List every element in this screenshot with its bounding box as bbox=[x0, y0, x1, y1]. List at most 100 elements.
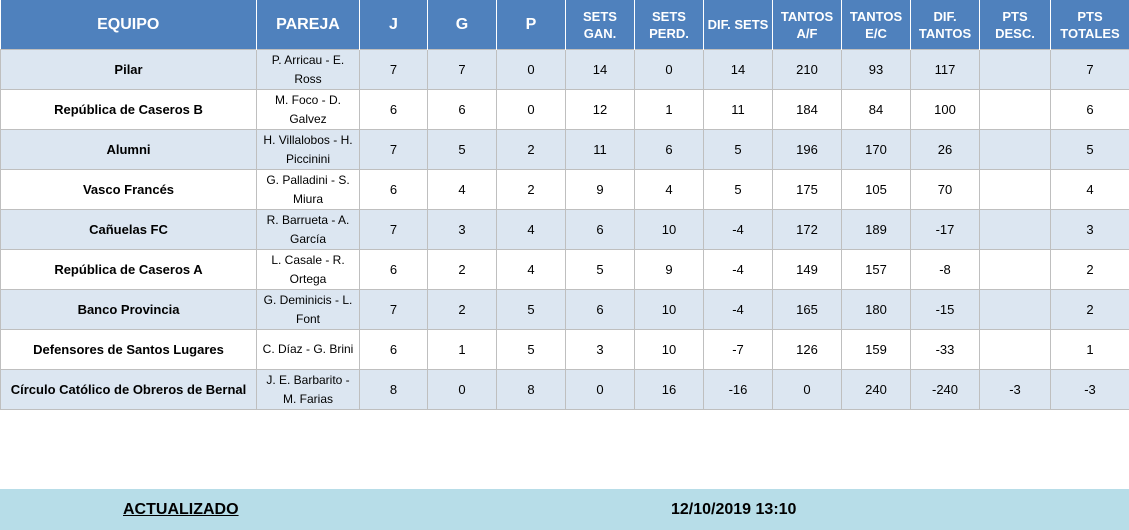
cell-j: 7 bbox=[359, 129, 428, 170]
cell-g: 7 bbox=[427, 49, 497, 90]
cell-pts-desc bbox=[979, 249, 1051, 290]
cell-dif-tantos: -15 bbox=[910, 289, 980, 330]
cell-sets-gan: 6 bbox=[565, 209, 635, 250]
cell-p: 2 bbox=[496, 129, 566, 170]
cell-g: 5 bbox=[427, 129, 497, 170]
cell-g: 0 bbox=[427, 369, 497, 410]
cell-j: 6 bbox=[359, 329, 428, 370]
team-name: Vasco Francés bbox=[0, 169, 257, 210]
table-row: Alumni H. Villalobos - H. Piccinini 7 5 … bbox=[0, 129, 1129, 170]
cell-pts-totales: 6 bbox=[1050, 89, 1129, 130]
table-row: Vasco Francés G. Palladini - S. Miura 6 … bbox=[0, 169, 1129, 210]
cell-tantos-af: 149 bbox=[772, 249, 842, 290]
cell-dif-sets: -4 bbox=[703, 209, 773, 250]
cell-dif-tantos: -33 bbox=[910, 329, 980, 370]
cell-p: 4 bbox=[496, 249, 566, 290]
cell-pts-desc bbox=[979, 129, 1051, 170]
cell-pts-totales: 2 bbox=[1050, 249, 1129, 290]
cell-tantos-ec: 180 bbox=[841, 289, 911, 330]
pair-names: H. Villalobos - H. Piccinini bbox=[256, 129, 360, 170]
header-p: P bbox=[496, 0, 566, 50]
cell-pts-desc bbox=[979, 329, 1051, 370]
cell-sets-perd: 6 bbox=[634, 129, 704, 170]
cell-g: 2 bbox=[427, 249, 497, 290]
table-row: República de Caseros B M. Foco - D. Galv… bbox=[0, 89, 1129, 130]
header-pts-totales: PTS TOTALES bbox=[1050, 0, 1129, 50]
cell-p: 5 bbox=[496, 289, 566, 330]
header-sets-perd: SETS PERD. bbox=[634, 0, 704, 50]
cell-pts-desc bbox=[979, 89, 1051, 130]
header-pts-desc: PTS DESC. bbox=[979, 0, 1051, 50]
cell-dif-tantos: 100 bbox=[910, 89, 980, 130]
cell-sets-perd: 0 bbox=[634, 49, 704, 90]
header-sets-gan: SETS GAN. bbox=[565, 0, 635, 50]
cell-pts-desc bbox=[979, 289, 1051, 330]
cell-sets-gan: 5 bbox=[565, 249, 635, 290]
pair-names: M. Foco - D. Galvez bbox=[256, 89, 360, 130]
cell-sets-gan: 11 bbox=[565, 129, 635, 170]
header-equipo: EQUIPO bbox=[0, 0, 257, 50]
cell-sets-perd: 10 bbox=[634, 289, 704, 330]
cell-p: 0 bbox=[496, 49, 566, 90]
table-row: Banco Provincia G. Deminicis - L. Font 7… bbox=[0, 289, 1129, 330]
cell-tantos-ec: 189 bbox=[841, 209, 911, 250]
cell-p: 5 bbox=[496, 329, 566, 370]
cell-dif-tantos: -240 bbox=[910, 369, 980, 410]
cell-pts-totales: 7 bbox=[1050, 49, 1129, 90]
cell-pts-totales: 4 bbox=[1050, 169, 1129, 210]
cell-dif-tantos: 117 bbox=[910, 49, 980, 90]
cell-sets-gan: 3 bbox=[565, 329, 635, 370]
cell-g: 2 bbox=[427, 289, 497, 330]
cell-g: 3 bbox=[427, 209, 497, 250]
cell-sets-perd: 9 bbox=[634, 249, 704, 290]
header-pareja: PAREJA bbox=[256, 0, 360, 50]
cell-sets-gan: 14 bbox=[565, 49, 635, 90]
team-name: Banco Provincia bbox=[0, 289, 257, 330]
cell-sets-perd: 1 bbox=[634, 89, 704, 130]
cell-sets-gan: 6 bbox=[565, 289, 635, 330]
table-row: Círculo Católico de Obreros de Bernal J.… bbox=[0, 369, 1129, 410]
cell-pts-desc bbox=[979, 49, 1051, 90]
pair-names: R. Barrueta - A. García bbox=[256, 209, 360, 250]
team-name: Pilar bbox=[0, 49, 257, 90]
pair-names: L. Casale - R. Ortega bbox=[256, 249, 360, 290]
cell-sets-perd: 10 bbox=[634, 329, 704, 370]
cell-tantos-af: 172 bbox=[772, 209, 842, 250]
pair-names: C. Díaz - G. Brini bbox=[256, 329, 360, 370]
cell-j: 6 bbox=[359, 169, 428, 210]
cell-pts-desc bbox=[979, 209, 1051, 250]
cell-tantos-ec: 157 bbox=[841, 249, 911, 290]
cell-tantos-af: 165 bbox=[772, 289, 842, 330]
cell-tantos-ec: 93 bbox=[841, 49, 911, 90]
team-name: Defensores de Santos Lugares bbox=[0, 329, 257, 370]
header-dif-sets: DIF. SETS bbox=[703, 0, 773, 50]
pair-names: G. Deminicis - L. Font bbox=[256, 289, 360, 330]
team-name: Círculo Católico de Obreros de Bernal bbox=[0, 369, 257, 410]
cell-dif-sets: -4 bbox=[703, 249, 773, 290]
cell-pts-totales: 2 bbox=[1050, 289, 1129, 330]
cell-tantos-af: 184 bbox=[772, 89, 842, 130]
cell-sets-perd: 4 bbox=[634, 169, 704, 210]
cell-tantos-ec: 159 bbox=[841, 329, 911, 370]
cell-sets-perd: 10 bbox=[634, 209, 704, 250]
cell-dif-sets: 5 bbox=[703, 169, 773, 210]
cell-j: 7 bbox=[359, 209, 428, 250]
table-row: República de Caseros A L. Casale - R. Or… bbox=[0, 249, 1129, 290]
cell-pts-desc bbox=[979, 169, 1051, 210]
cell-dif-tantos: -17 bbox=[910, 209, 980, 250]
cell-j: 6 bbox=[359, 89, 428, 130]
cell-p: 2 bbox=[496, 169, 566, 210]
cell-dif-sets: -4 bbox=[703, 289, 773, 330]
table-row: Defensores de Santos Lugares C. Díaz - G… bbox=[0, 329, 1129, 370]
cell-pts-totales: 3 bbox=[1050, 209, 1129, 250]
cell-tantos-af: 126 bbox=[772, 329, 842, 370]
team-name: Cañuelas FC bbox=[0, 209, 257, 250]
team-name: República de Caseros A bbox=[0, 249, 257, 290]
cell-tantos-ec: 170 bbox=[841, 129, 911, 170]
cell-dif-tantos: -8 bbox=[910, 249, 980, 290]
header-dif-tantos: DIF. TANTOS bbox=[910, 0, 980, 50]
team-name: República de Caseros B bbox=[0, 89, 257, 130]
cell-sets-perd: 16 bbox=[634, 369, 704, 410]
updated-label: ACTUALIZADO bbox=[123, 501, 239, 518]
cell-j: 7 bbox=[359, 49, 428, 90]
